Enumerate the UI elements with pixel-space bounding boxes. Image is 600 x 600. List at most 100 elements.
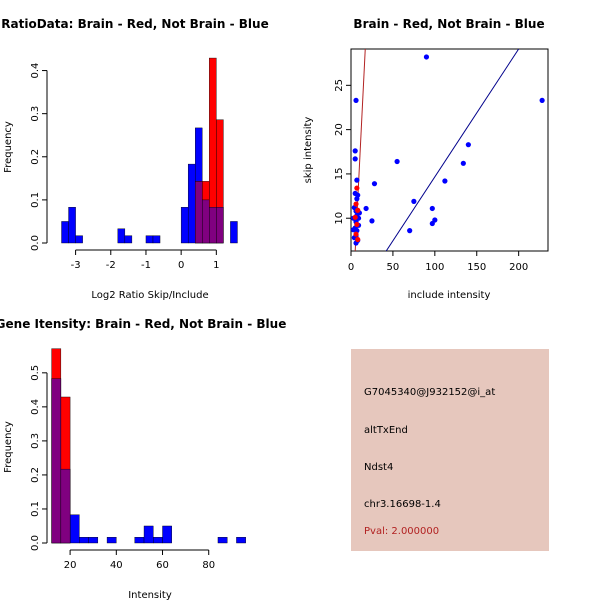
hist1-x-tick-label-0: -3	[71, 260, 81, 271]
hist3-x-tick-label-1: 40	[110, 560, 123, 571]
hist1-blue-bar-7	[180, 207, 189, 244]
scatter-point-0-6	[465, 142, 471, 148]
scatter-y-tick-label-3: 25	[334, 79, 345, 92]
hist3-blue-bar-5	[106, 537, 117, 544]
hist3-blue-bar-9	[162, 525, 172, 544]
hist1-y-tick-label-3: 0.3	[30, 106, 41, 122]
scatter-y-tick-label-0: 10	[334, 212, 345, 225]
scatter-axes: 0 50 100 150 200 10 15 20 25	[334, 79, 528, 273]
hist3-blue-bar-2	[69, 514, 80, 544]
scatter-point-0-10	[442, 178, 448, 184]
scatter-panel: Brain - Red, Not Brain - Blue include in…	[303, 17, 549, 301]
scatter-point-0-14	[429, 205, 435, 212]
hist1-x-tick-label-1: -2	[106, 260, 116, 271]
scatter-plot-box	[350, 48, 549, 252]
scatter-point-0-23	[429, 220, 435, 227]
scatter-point-0-29	[407, 228, 413, 234]
hist1-overlap-bar-1	[202, 199, 210, 244]
ratio-histogram-title: RatioData: Brain - Red, Not Brain - Blue	[1, 17, 268, 31]
scatter-point-0-0	[423, 54, 430, 60]
scatter-x-tick-label-1: 50	[387, 262, 400, 273]
gene-name-text: Ndst4	[364, 462, 394, 473]
hist1-blue-bar-4	[124, 235, 133, 244]
location-text: chr3.16698-1.4	[364, 499, 441, 510]
ratio-histogram-axes: -3 -2 -1 0 1 0.0 0.1 0.2 0.3 0.4	[30, 63, 220, 271]
scatter-point-1-3	[352, 214, 358, 220]
hist3-x-tick-label-0: 20	[64, 560, 77, 571]
scatter-x-tick-label-4: 200	[509, 262, 528, 273]
hist1-y-tick-label-4: 0.4	[30, 63, 41, 79]
hist3-y-tick-label-1: 0.1	[30, 501, 41, 517]
hist1-blue-bar-2	[75, 235, 83, 244]
pval-text: Pval: 2.000000	[364, 526, 440, 537]
scatter-y-tick-label-1: 15	[334, 168, 345, 181]
scatter-point-0-12	[354, 196, 360, 202]
scatter-point-0-9	[371, 181, 378, 187]
hist3-overlap-bar-0	[51, 378, 62, 544]
hist1-blue-bar-1	[68, 207, 76, 244]
ratio-histogram-ylabel: Frequency	[3, 121, 14, 173]
hist3-x-tick-label-3: 80	[202, 560, 215, 571]
ratio-histogram-bars	[61, 57, 238, 244]
hist1-overlap-bar-3	[216, 207, 224, 244]
hist3-blue-bar-6	[134, 537, 145, 544]
hist1-overlap-bar-0	[195, 181, 203, 244]
intensity-histogram-ylabel: Frequency	[3, 421, 14, 473]
scatter-x-tick-label-0: 0	[348, 262, 354, 273]
intensity-histogram-panel: Gene Itensity: Brain - Red, Not Brain - …	[0, 317, 286, 600]
ratio-histogram-panel: RatioData: Brain - Red, Not Brain - Blue…	[1, 17, 268, 301]
scatter-point-0-3	[352, 148, 358, 154]
ratio-histogram-xlabel: Log2 Ratio Skip/Include	[91, 290, 208, 301]
hist3-blue-bar-11	[236, 537, 246, 544]
scatter-point-0-13	[411, 198, 417, 204]
hist1-overlap-bar-2	[209, 207, 217, 244]
hist1-blue-bar-8	[187, 163, 196, 244]
hist3-y-tick-label-0: 0.0	[30, 535, 41, 551]
hist3-blue-bar-10	[217, 537, 228, 544]
scatter-fit-line-1	[385, 49, 520, 251]
scatter-point-0-35	[352, 190, 358, 197]
hist3-blue-bar-7	[143, 525, 154, 544]
scatter-point-1-6	[355, 236, 361, 243]
scatter-ylabel: skip intensity	[303, 117, 314, 184]
scatter-point-1-4	[354, 221, 360, 228]
scatter-point-1-1	[353, 201, 359, 207]
hist3-y-tick-label-3: 0.3	[30, 433, 41, 449]
intensity-histogram-bars	[51, 348, 246, 544]
probe-info-panel: G7045340@J932152@i_at altTxEnd Ndst4 chr…	[351, 349, 549, 551]
hist3-blue-bar-3	[79, 537, 89, 544]
hist1-y-tick-label-0: 0.0	[30, 235, 41, 251]
scatter-y-tick-label-2: 20	[334, 123, 345, 136]
hist1-x-tick-label-2: -1	[141, 260, 151, 271]
scatter-point-0-5	[394, 158, 400, 165]
scatter-x-tick-label-3: 150	[467, 262, 486, 273]
hist1-blue-bar-0	[61, 221, 69, 244]
hist1-blue-bar-3	[117, 228, 126, 244]
scatter-x-tick-label-2: 100	[425, 262, 444, 273]
scatter-title: Brain - Red, Not Brain - Blue	[353, 17, 544, 31]
hist3-overlap-bar-1	[60, 468, 71, 544]
hist1-y-tick-label-1: 0.1	[30, 192, 41, 208]
hist1-x-tick-label-3: 0	[178, 260, 184, 271]
hist3-x-tick-label-2: 60	[156, 560, 169, 571]
intensity-histogram-title: Gene Itensity: Brain - Red, Not Brain - …	[0, 317, 286, 331]
hist3-y-tick-label-5: 0.5	[30, 365, 41, 381]
hist3-y-tick-label-2: 0.2	[30, 467, 41, 483]
scatter-point-0-7	[460, 160, 466, 166]
hist3-blue-bar-4	[88, 537, 99, 544]
scatter-point-1-5	[353, 231, 359, 237]
intensity-histogram-xlabel: Intensity	[128, 590, 172, 600]
scatter-point-0-4	[352, 156, 358, 162]
hist1-blue-bar-13	[230, 221, 238, 244]
scatter-clipped-group	[351, 49, 545, 251]
scatter-xlabel: include intensity	[408, 290, 491, 301]
hist3-blue-bar-8	[153, 537, 163, 544]
scatter-point-0-2	[353, 97, 359, 103]
hist1-blue-bar-5	[145, 235, 154, 244]
scatter-point-0-1	[539, 97, 545, 103]
scatter-marks	[351, 49, 545, 251]
hist1-blue-bar-6	[152, 235, 161, 244]
hist3-y-tick-label-4: 0.4	[30, 399, 41, 415]
event-type-text: altTxEnd	[364, 425, 408, 436]
